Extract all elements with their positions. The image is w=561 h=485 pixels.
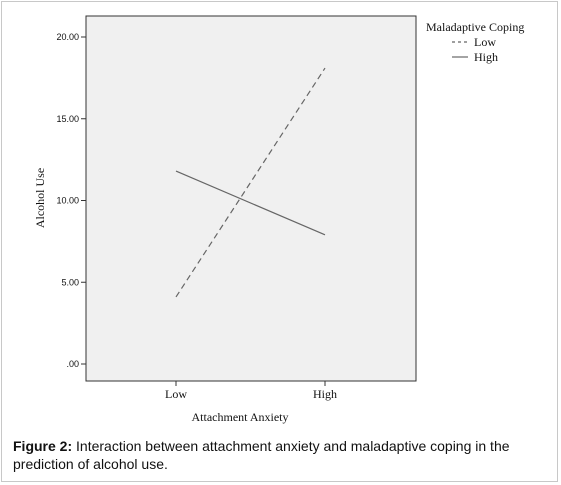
caption-text: Interaction between attachment anxiety a… xyxy=(13,438,510,472)
series-line-high xyxy=(175,170,326,236)
figure-caption: Figure 2: Interaction between attachment… xyxy=(13,437,553,473)
x-tick-label: Low xyxy=(165,387,187,401)
y-axis: .00 5.00 10.00 15.00 20.00 xyxy=(56,32,86,369)
x-axis-title: Attachment Anxiety xyxy=(192,410,289,424)
y-tick-label: 5.00 xyxy=(61,277,79,287)
y-tick-label: 10.00 xyxy=(56,196,79,206)
plot-area xyxy=(85,15,417,382)
x-tick-label: High xyxy=(313,387,337,401)
legend-title: Maladaptive Coping xyxy=(426,20,524,34)
x-axis: Low High xyxy=(165,381,337,401)
y-tick-label: .00 xyxy=(66,359,79,369)
caption-label: Figure 2: xyxy=(13,438,73,454)
y-tick-label: 15.00 xyxy=(56,114,79,124)
y-axis-title: Alcohol Use xyxy=(33,168,47,228)
series-layer xyxy=(175,67,326,298)
series-line-low xyxy=(175,67,326,298)
y-tick-label: 20.00 xyxy=(56,32,79,42)
legend-label-high: High xyxy=(474,50,498,64)
legend-label-low: Low xyxy=(474,35,496,49)
